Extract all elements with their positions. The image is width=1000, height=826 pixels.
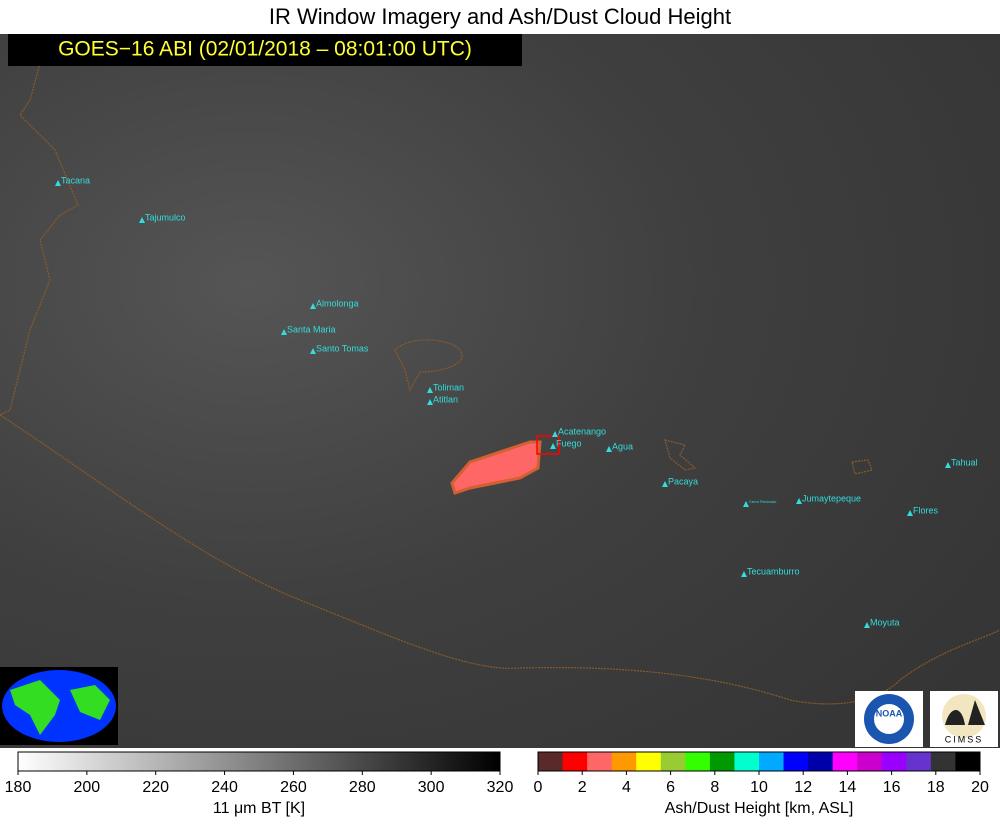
tick-label: 16 — [883, 779, 901, 796]
tick-label: 2 — [578, 779, 587, 796]
volcano-marker — [552, 431, 558, 437]
color-segment — [636, 752, 662, 771]
color-segment — [734, 752, 760, 771]
tick-label: 240 — [211, 779, 238, 796]
colorbar-label: Ash/Dust Height [km, ASL] — [665, 800, 854, 817]
color-segment — [857, 752, 883, 771]
color-segment — [832, 752, 858, 771]
noaa-logo: NOAA — [855, 691, 923, 747]
volcano-label: Atitlan — [433, 394, 458, 404]
ash-cloud-edge — [536, 435, 560, 455]
tick-label: 10 — [750, 779, 768, 796]
volcano-label: Jumaytepeque — [802, 493, 861, 503]
volcano-labels: Tacana Tajumulco Almolonga Santa Maria Santo… — [55, 175, 978, 628]
tick-label: 8 — [710, 779, 719, 796]
volcano-marker — [427, 387, 433, 393]
tick-label: 180 — [5, 779, 32, 796]
volcano-marker — [139, 217, 145, 223]
volcano-label: Almolonga — [316, 298, 359, 308]
color-segment — [783, 752, 809, 771]
volcano-marker — [945, 462, 951, 468]
volcano-label: Fuego — [556, 438, 582, 448]
volcano-label: Cerro Redondo — [749, 499, 777, 504]
color-segment — [759, 752, 785, 771]
tick-label: 220 — [142, 779, 169, 796]
tick-label: 18 — [927, 779, 945, 796]
borders — [0, 33, 1000, 705]
volcano-marker — [281, 329, 287, 335]
tick-label: 20 — [971, 779, 989, 796]
colorbars: 180 200 220 240 260 280 300 320 11 μm BT [K] 0 2 4 6… — [5, 751, 989, 817]
volcano-label: Acatenango — [558, 426, 606, 436]
color-segment — [906, 752, 932, 771]
logo-text: NOAA — [876, 708, 903, 718]
globe — [0, 667, 118, 745]
volcano-marker — [310, 303, 316, 309]
tick-label: 320 — [487, 779, 514, 796]
ash-cloud — [450, 440, 542, 495]
tick-label: 14 — [839, 779, 857, 796]
color-segment — [660, 752, 686, 771]
color-segment — [709, 752, 735, 771]
volcano-label: Flores — [913, 505, 939, 515]
title: IR Window Imagery and Ash/Dust Cloud Hei… — [269, 4, 731, 29]
tick-label: 280 — [349, 779, 376, 796]
color-segment — [955, 752, 981, 771]
volcano-label: Tahual — [951, 457, 978, 467]
color-segment — [587, 752, 613, 771]
color-segment — [611, 752, 637, 771]
color-segment — [538, 752, 564, 771]
colorbar — [17, 751, 501, 772]
colorbar-label: 11 μm BT [K] — [213, 800, 305, 817]
volcano-label: Toliman — [433, 382, 464, 392]
color-segment — [562, 752, 588, 771]
volcano-marker — [864, 622, 870, 628]
volcano-marker — [606, 446, 612, 452]
volcano-label: Tacana — [61, 175, 90, 185]
volcano-label: Santa Maria — [287, 324, 336, 334]
volcano-label: Tajumulco — [145, 212, 186, 222]
volcano-label: Moyuta — [870, 617, 900, 627]
subtitle: GOES−16 ABI (02/01/2018 – 08:01:00 UTC) — [58, 38, 472, 61]
color-segment — [808, 752, 834, 771]
color-segment — [930, 752, 956, 771]
volcano-marker — [743, 501, 749, 507]
volcano-marker — [550, 443, 556, 449]
tick-label: 4 — [622, 779, 631, 796]
volcano-marker — [310, 348, 316, 354]
tick-label: 0 — [534, 779, 543, 796]
tick-label: 260 — [280, 779, 307, 796]
volcano-label: Tecuamburro — [747, 566, 800, 576]
volcano-label: Pacaya — [668, 476, 698, 486]
color-segment — [685, 752, 711, 771]
color-segment — [881, 752, 907, 771]
volcano-label: Santo Tomas — [316, 343, 369, 353]
volcano-marker — [55, 180, 61, 186]
volcano-marker — [796, 498, 802, 504]
volcano-marker — [662, 481, 668, 487]
satellite-image — [0, 34, 1000, 748]
cimss-logo: CIMSS — [930, 691, 998, 747]
tick-label: 200 — [74, 779, 101, 796]
subtitle-box — [8, 34, 522, 66]
volcano-marker — [741, 571, 747, 577]
volcano-marker — [907, 510, 913, 516]
volcano-marker — [427, 399, 433, 405]
tick-label: 6 — [666, 779, 675, 796]
tick-label: 12 — [794, 779, 812, 796]
logo-text: CIMSS — [945, 734, 984, 744]
volcano-label: Agua — [612, 441, 633, 451]
tick-label: 300 — [418, 779, 445, 796]
